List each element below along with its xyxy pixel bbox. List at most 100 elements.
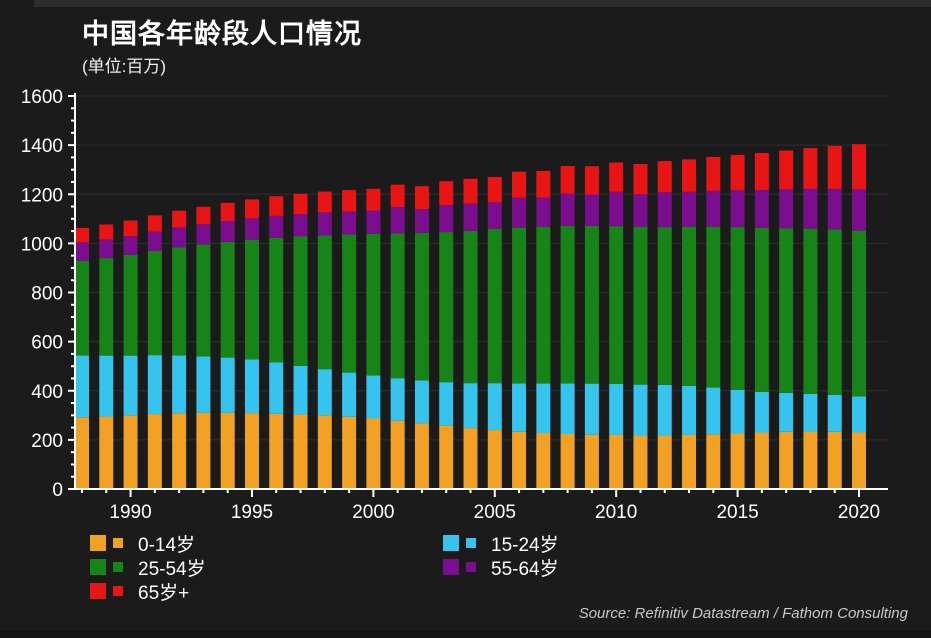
legend: 0-14岁 25-54岁 65岁+ 15-24岁 55-64岁 (0, 531, 931, 607)
bar-segment (657, 384, 672, 436)
bar-segment (487, 228, 502, 384)
bar-segment (269, 215, 284, 238)
bar-segment (536, 170, 551, 198)
bar-segment (682, 159, 697, 192)
bar-segment (463, 178, 478, 204)
legend-item: 25-54岁 (90, 555, 206, 580)
legend-item: 15-24岁 (443, 531, 559, 556)
bar-segment (779, 150, 794, 190)
bar-segment (827, 394, 842, 432)
bar-segment (512, 383, 527, 432)
bar-segment (414, 186, 429, 210)
bar-segment (487, 177, 502, 203)
bar-segment (220, 241, 235, 358)
legend-item: 55-64岁 (443, 555, 559, 580)
bar-segment (172, 227, 187, 248)
bar-segment (633, 384, 648, 436)
y-tick-label: 1200 (21, 185, 63, 206)
bar-segment (123, 415, 138, 489)
bar-segment (633, 226, 648, 385)
bar-segment (147, 250, 162, 356)
bar-segment (584, 225, 599, 384)
bar-segment (439, 205, 454, 233)
bar-segment (852, 144, 866, 190)
bar-segment (439, 232, 454, 383)
legend-label: 65岁+ (138, 582, 190, 604)
bar-segment (414, 232, 429, 381)
bar-segment (584, 194, 599, 226)
x-tick-label: 2000 (352, 502, 394, 523)
bar-segment (99, 355, 114, 417)
bar-segment (852, 189, 866, 231)
bar-segment (172, 247, 187, 356)
bar-segment (512, 171, 527, 198)
bar-segment (123, 220, 138, 237)
bar-segment (803, 431, 818, 489)
window-top-corner (0, 0, 34, 7)
bar-segment (560, 225, 575, 384)
bar-segment (852, 396, 866, 433)
bar-segment (75, 227, 89, 243)
bar-segment (99, 258, 114, 356)
legend-swatch-small (113, 538, 123, 548)
bar-segment (414, 380, 429, 424)
bar-segment (293, 236, 308, 366)
bar-segment (827, 188, 842, 230)
bar-segment (244, 199, 259, 219)
bar-segment (682, 191, 697, 227)
legend-swatch-small (113, 586, 123, 596)
bar-segment (560, 193, 575, 226)
bar-segment (99, 239, 114, 259)
bar-segment (682, 385, 697, 435)
bar-segment (463, 203, 478, 231)
bar-segment (560, 433, 575, 489)
bar-segment (99, 224, 114, 240)
bar-segment (682, 434, 697, 489)
bar-segment (75, 417, 89, 489)
bar-segment (730, 154, 745, 191)
bar-segment (633, 194, 648, 227)
y-tick-label: 1600 (21, 87, 63, 108)
bar-segment (414, 423, 429, 489)
bar-segment (730, 227, 745, 390)
bar-segment (803, 228, 818, 394)
bar-segment (196, 356, 211, 413)
legend-swatch-large (90, 583, 106, 599)
x-tick-label: 2015 (716, 502, 758, 523)
bar-segment (657, 161, 672, 193)
bar-segment (536, 226, 551, 384)
bar-segment (487, 383, 502, 431)
bar-segment (560, 166, 575, 194)
bar-segment (317, 415, 332, 489)
bar-segment (317, 212, 332, 236)
y-tick-label: 0 (52, 480, 63, 501)
legend-swatch-large (443, 559, 459, 575)
bar-segment (147, 215, 162, 232)
bar-segment (754, 227, 769, 392)
bar-segment (366, 418, 381, 489)
bar-segment (269, 362, 284, 414)
bar-segment (172, 355, 187, 414)
bar-segment (366, 188, 381, 211)
bar-segment (390, 207, 405, 234)
bar-segment (706, 156, 721, 191)
bar-segment (196, 412, 211, 489)
bar-segment (706, 434, 721, 489)
bar-segment (220, 202, 235, 222)
bar-segment (75, 355, 89, 418)
bar-segment (123, 254, 138, 356)
bar-segment (342, 372, 357, 417)
bar-segment (196, 206, 211, 225)
bar-segment (342, 234, 357, 373)
bar-segment (827, 229, 842, 395)
x-tick-label: 2010 (595, 502, 637, 523)
y-tick-label: 1400 (21, 136, 63, 157)
bar-segment (293, 365, 308, 415)
bar-segment (657, 435, 672, 489)
bar-segment (269, 196, 284, 216)
legend-column: 0-14岁 25-54岁 65岁+ (90, 531, 206, 604)
bar-segment (220, 412, 235, 489)
bar-segment (75, 242, 89, 261)
bar-segment (754, 432, 769, 489)
